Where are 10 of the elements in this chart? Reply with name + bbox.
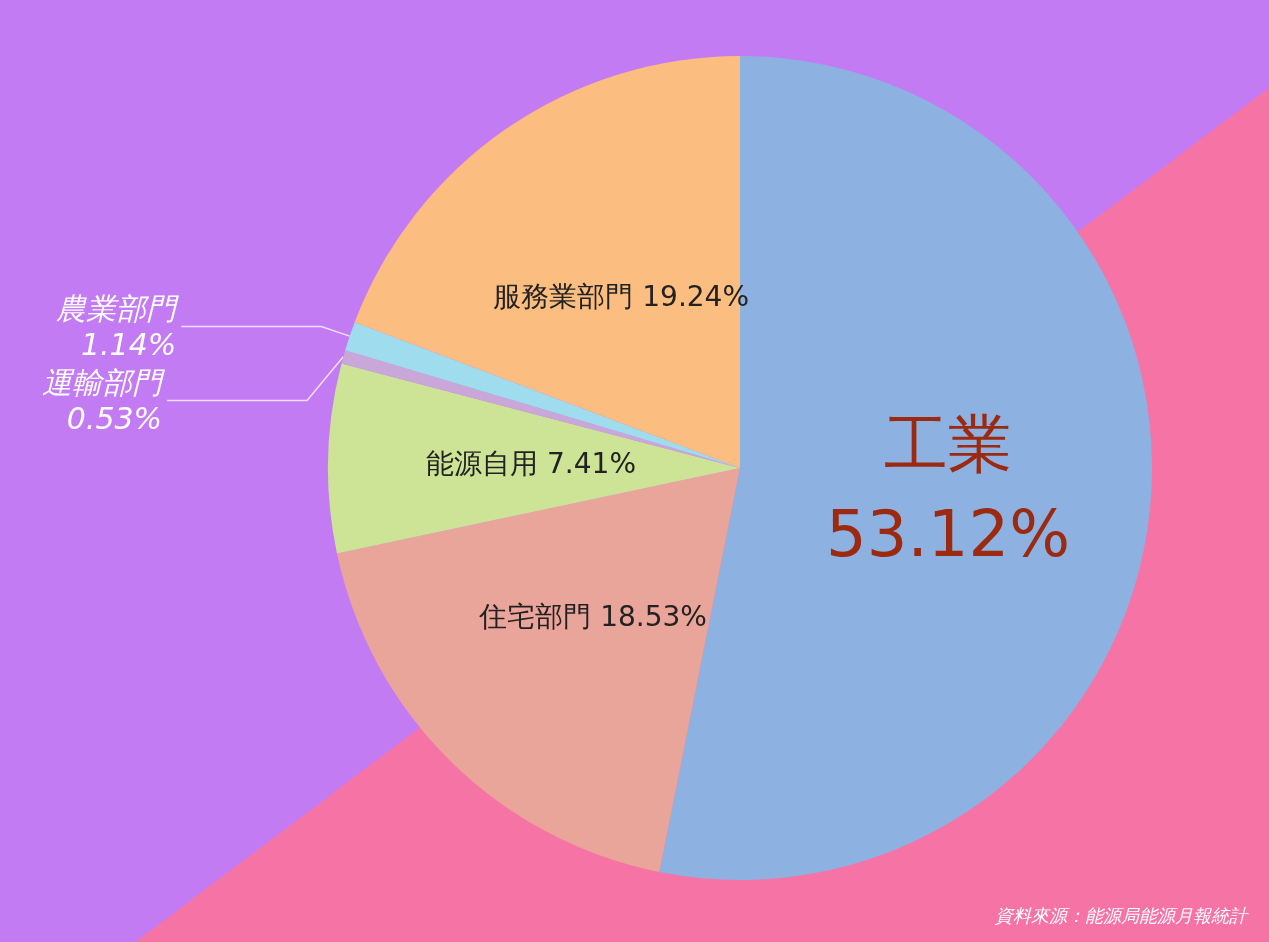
data-label: 53.12% (825, 496, 1070, 571)
slice-label: 住宅部門 18.53% (478, 600, 707, 634)
data-label: 0.53% (66, 401, 163, 437)
slice-label: 能源自用 7.41% (426, 446, 636, 480)
slice-label: 農業部門 (56, 291, 180, 327)
slice-label: 工業 (883, 406, 1012, 481)
slice-label: 服務業部門 19.24% (493, 279, 750, 313)
source-note: 資料來源：能源局能源月報統計 (995, 904, 1249, 926)
data-label: 1.14% (80, 327, 177, 363)
slice-label: 運輸部門 (42, 365, 166, 401)
